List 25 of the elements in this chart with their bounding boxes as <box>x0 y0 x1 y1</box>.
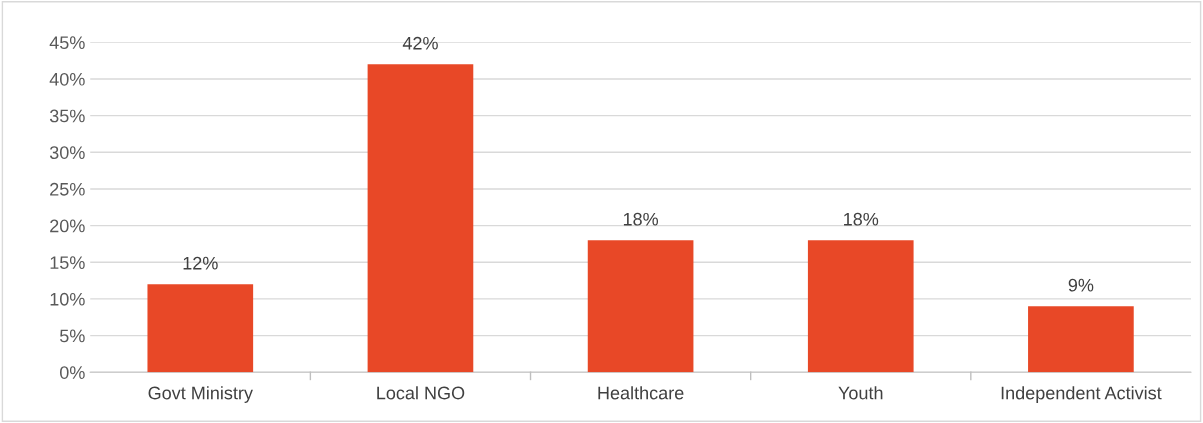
y-tick-label: 15% <box>50 256 85 269</box>
x-tick-label: Independent Activist <box>1001 386 1162 403</box>
data-label: 9% <box>1068 278 1094 292</box>
x-tick-label: Govt Ministry <box>148 386 253 403</box>
x-tick-label: Healthcare <box>598 386 684 400</box>
y-tick-label: 0% <box>59 366 85 379</box>
y-tick-label: 25% <box>50 182 85 196</box>
bar <box>587 240 694 373</box>
data-label: 18% <box>623 212 659 226</box>
y-tick-label: 10% <box>50 292 85 306</box>
y-tick-label: 45% <box>49 36 85 50</box>
x-tick-label: Youth <box>838 386 883 400</box>
bar <box>807 240 914 373</box>
data-label: 18% <box>844 212 879 226</box>
y-tick-label: 40% <box>49 72 85 86</box>
x-tick-label: Local NGO <box>377 386 465 400</box>
y-tick-label: 35% <box>49 109 85 123</box>
bar <box>147 284 254 373</box>
y-tick-label: 5% <box>59 329 85 343</box>
bar <box>367 64 474 373</box>
y-tick-label: 30% <box>49 146 85 159</box>
data-label: 42% <box>402 36 438 50</box>
data-label: 12% <box>183 256 218 270</box>
bar <box>1028 306 1134 373</box>
y-tick-label: 20% <box>50 219 85 233</box>
